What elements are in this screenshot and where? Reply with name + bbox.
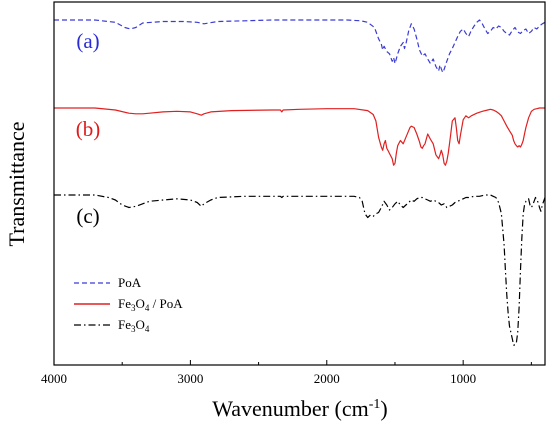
x-axis-ticks: 4000 3000 2000 1000: [41, 360, 532, 386]
x-axis-title-main: Wavenumber (cm: [212, 396, 368, 421]
y-axis-title: Transmittance: [4, 121, 29, 246]
x-axis-title-suffix: ): [380, 396, 387, 421]
x-tick-label: 4000: [41, 371, 67, 386]
legend-label-fe3o4-poa: Fe3O4 / PoA: [118, 296, 183, 313]
series-line-2: [54, 194, 546, 346]
series-layer: [54, 19, 546, 346]
legend: PoA Fe3O4 / PoA Fe3O4: [74, 275, 183, 334]
x-axis-title-superscript: -1: [369, 397, 381, 412]
panel-label-2: (c): [76, 204, 99, 228]
series-line-1: [54, 107, 545, 166]
x-tick-label: 1000: [450, 371, 476, 386]
panel-label-1: (b): [76, 117, 101, 141]
panel-label-0: (a): [76, 29, 99, 53]
x-axis-title: Wavenumber (cm-1): [212, 396, 387, 421]
panel-labels: (a) (b) (c): [76, 29, 101, 228]
legend-label-fe3o4: Fe3O4: [118, 317, 150, 334]
plot-frame: [53, 1, 546, 366]
legend-label-poa: PoA: [118, 275, 142, 290]
x-tick-label: 2000: [314, 371, 340, 386]
x-tick-label: 3000: [177, 371, 203, 386]
series-line-0: [54, 19, 546, 74]
